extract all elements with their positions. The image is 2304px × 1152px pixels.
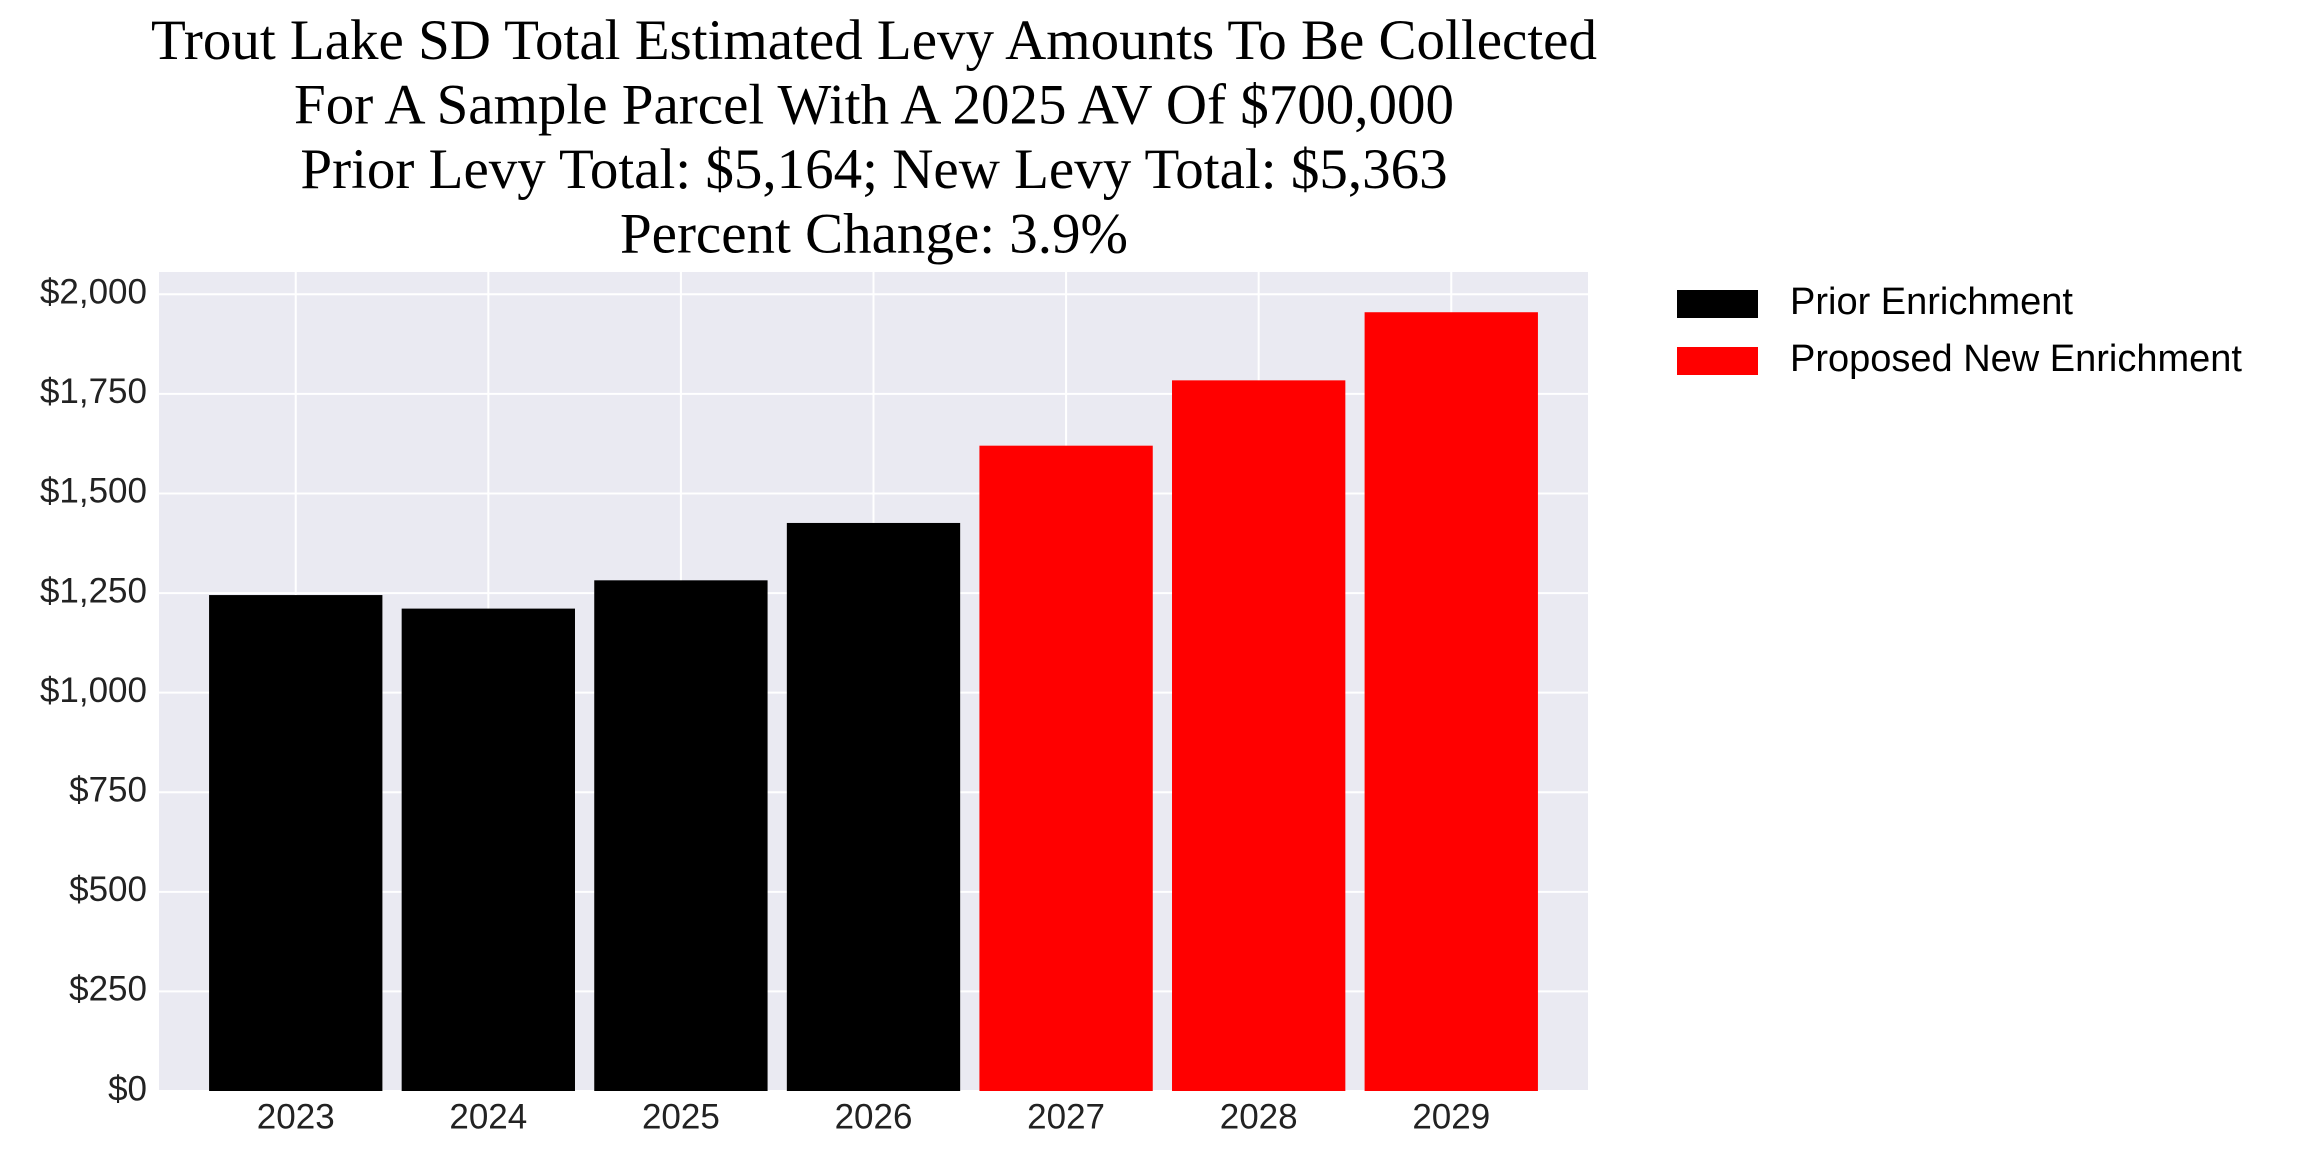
chart-title: Prior Levy Total: $5,164; New Levy Total… [300, 138, 1447, 201]
legend-label: Proposed New Enrichment [1790, 338, 2242, 380]
x-tick-label: 2026 [835, 1097, 913, 1136]
x-tick-label: 2025 [642, 1097, 720, 1136]
x-tick-label: 2027 [1027, 1097, 1105, 1136]
chart-title: Percent Change: 3.9% [620, 203, 1128, 266]
y-tick-label: $0 [108, 1069, 147, 1108]
x-tick-label: 2028 [1220, 1097, 1298, 1136]
y-tick-label: $1,500 [40, 472, 147, 511]
bar [786, 522, 961, 1091]
legend-swatch [1677, 290, 1758, 318]
x-tick-label: 2029 [1412, 1097, 1490, 1136]
x-tick-label: 2024 [449, 1097, 527, 1136]
y-tick-label: $500 [69, 870, 147, 909]
bar [1364, 312, 1538, 1091]
bar [401, 608, 575, 1091]
y-tick-label: $2,000 [40, 273, 147, 312]
y-tick-label: $750 [69, 770, 147, 809]
bar [209, 595, 383, 1091]
legend-label: Prior Enrichment [1790, 281, 2073, 323]
chart-title: For A Sample Parcel With A 2025 AV Of $7… [294, 74, 1454, 137]
y-tick-label: $1,000 [40, 671, 147, 710]
x-tick-label: 2023 [257, 1097, 335, 1136]
bar [1172, 380, 1346, 1091]
bar [594, 580, 768, 1091]
y-tick-label: $250 [69, 970, 147, 1009]
chart-title: Trout Lake SD Total Estimated Levy Amoun… [151, 9, 1597, 72]
y-tick-label: $1,750 [40, 372, 147, 411]
legend-swatch [1677, 347, 1758, 375]
y-tick-label: $1,250 [40, 571, 147, 610]
bar [979, 445, 1153, 1092]
